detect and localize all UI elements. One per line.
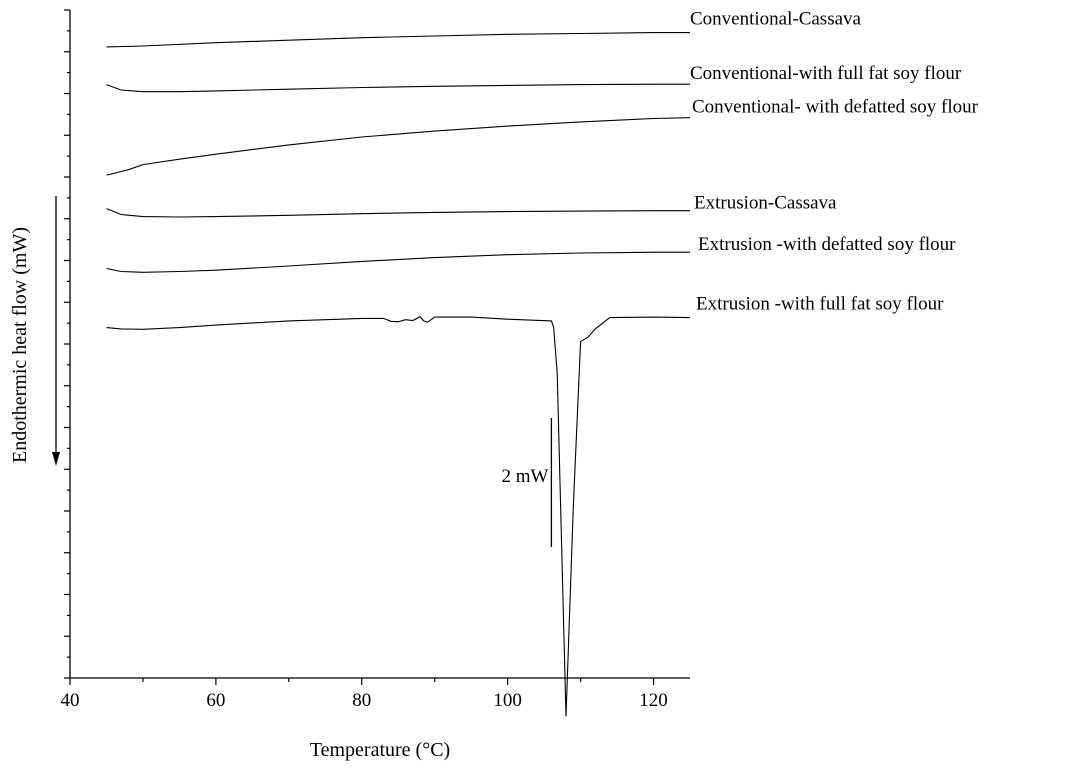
x-tick-label: 60: [206, 690, 225, 711]
x-axis-label: Temperature (°C): [310, 739, 450, 761]
y-axis-ticks: [64, 9, 70, 679]
series-curve: [106, 208, 690, 218]
axes: [69, 10, 690, 679]
x-axis-ticks: [69, 678, 655, 685]
series-curve: [106, 316, 691, 717]
x-tick-label: 40: [61, 690, 80, 711]
series-label: Extrusion-Cassava: [694, 193, 837, 214]
x-axis-tick-labels: 40 60 80 100 120: [61, 690, 668, 711]
series-curve: [106, 251, 690, 273]
y-direction-arrow: [52, 196, 60, 466]
series-curve: [106, 32, 690, 48]
series-label: Extrusion -with full fat soy flour: [696, 294, 944, 315]
series-curves: [106, 32, 691, 717]
x-tick-label: 120: [639, 690, 668, 711]
y-arrow-head: [52, 452, 60, 466]
series-labels: Conventional-Cassava Conventional-with fu…: [690, 9, 979, 315]
x-tick-label: 100: [493, 690, 522, 711]
x-tick-label: 80: [352, 690, 371, 711]
series-label: Extrusion -with defatted soy flour: [698, 234, 956, 255]
series-label: Conventional-with full fat soy flour: [690, 63, 962, 84]
series-label: Conventional-Cassava: [690, 9, 862, 30]
scale-bar-label: 2 mW: [501, 466, 548, 487]
series-curve: [106, 117, 691, 176]
series-curve: [106, 83, 690, 93]
series-label: Conventional- with defatted soy flour: [692, 97, 979, 118]
y-axis-label: Endothermic heat flow (mW): [9, 227, 31, 463]
scale-bar: 2 mW: [501, 418, 553, 547]
